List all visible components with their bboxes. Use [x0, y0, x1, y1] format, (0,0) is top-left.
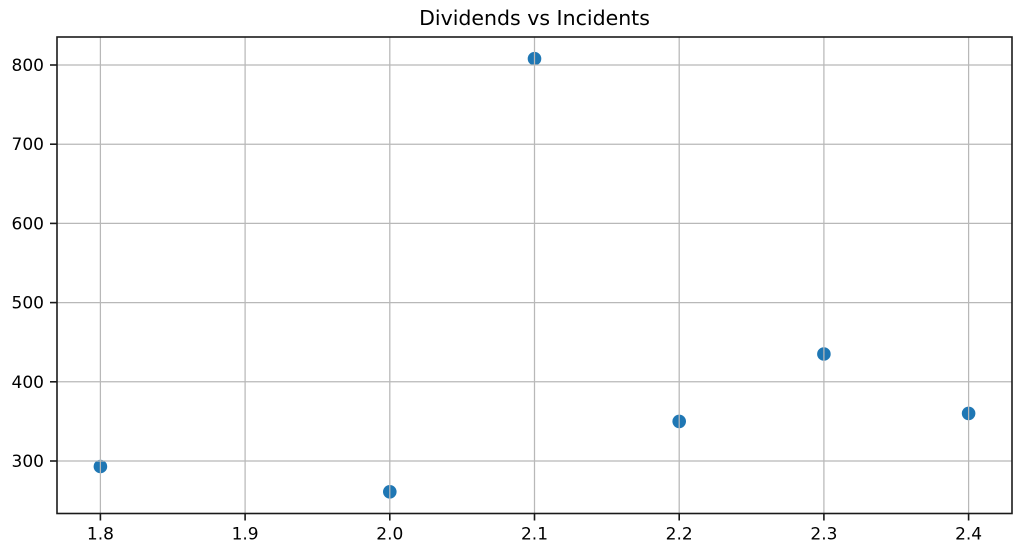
chart-layers: 1.8 1.9 2.0 2.1 2.2 2.3 2.4 300 400 500 600 700 800 — [12, 36, 1013, 545]
y-tick-label: 500 — [12, 294, 44, 314]
x-tick-label: 2.2 — [666, 525, 693, 545]
y-tick-label: 700 — [12, 135, 44, 155]
y-tick-label: 300 — [12, 452, 44, 472]
x-tick-label: 1.8 — [87, 525, 114, 545]
y-tick-label: 600 — [12, 214, 44, 234]
y-tick-label: 800 — [12, 56, 44, 76]
x-tick-label: 2.3 — [810, 525, 837, 545]
x-tick-label: 2.4 — [955, 525, 982, 545]
y-tick-label: 400 — [12, 373, 44, 393]
x-tick-label: 1.9 — [232, 525, 259, 545]
x-tick-label: 2.0 — [376, 525, 403, 545]
x-tick-label: 2.1 — [521, 525, 548, 545]
chart-title: Dividends vs Incidents — [419, 6, 650, 30]
